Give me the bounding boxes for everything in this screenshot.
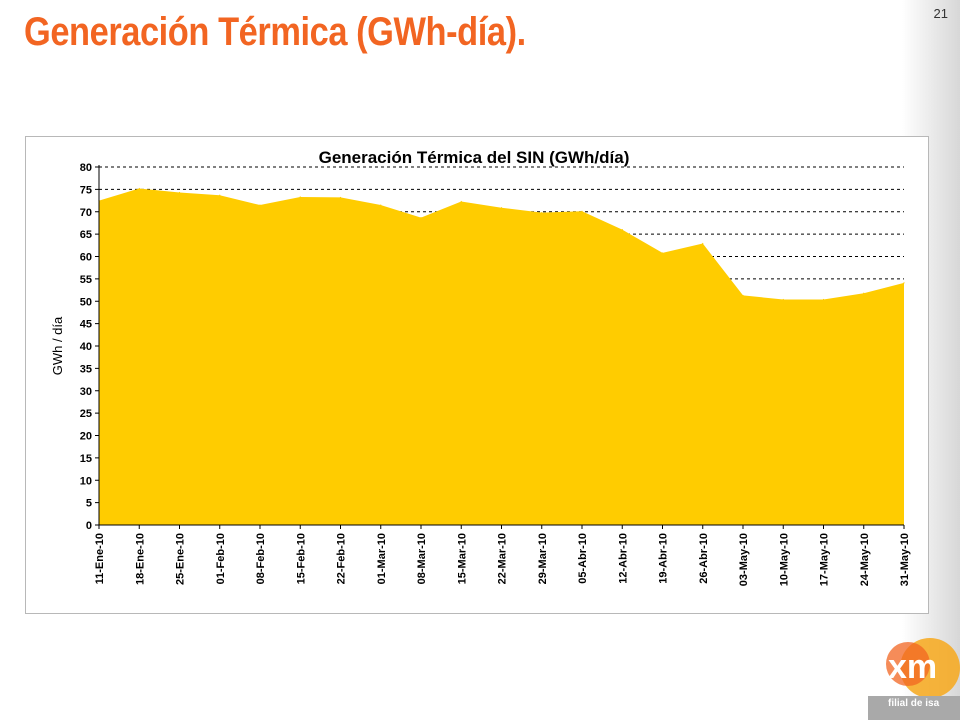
data-point-11 [541,212,543,214]
x-tick-labels: 11-Ene-10 18-Ene-10 25-Ene-10 01-Feb-10 08-F… [94,533,911,586]
x-tick-label-2: 25-Ene-10 [175,533,187,585]
axis-layer [95,165,905,529]
data-point-16 [742,294,744,297]
x-tick-label-14: 19-Abr-10 [658,533,670,584]
y-axis-label: GWh / día [50,316,65,375]
x-tick-label-3: 01-Feb-10 [215,533,227,584]
y-tick-label-25: 25 [80,408,92,420]
area-series [99,188,904,526]
data-point-2 [178,191,181,194]
logo-tagline: filial de isa [888,698,940,709]
x-tick-label-13: 12-Abr-10 [617,533,629,584]
y-tick-label-5: 5 [86,498,92,510]
data-point-10 [500,207,503,209]
data-point-3 [219,194,221,196]
y-tick-label-35: 35 [80,363,92,375]
x-tick-label-16: 03-May-10 [738,533,750,586]
data-point-20 [903,282,905,284]
data-point-7 [380,204,382,206]
x-tick-label-9: 15-Mar-10 [456,533,468,584]
y-tick-label-0: 0 [86,520,92,532]
chart-frame: 0 5 10 15 20 25 30 35 40 45 50 55 60 65 70 75 80 11-Ene-… [25,136,929,614]
data-point-6 [339,196,342,199]
x-tick-label-12: 05-Abr-10 [577,533,589,584]
y-tick-label-80: 80 [80,162,92,174]
x-tick-label-6: 22-Feb-10 [336,533,348,584]
page-number: 21 [933,6,948,21]
x-tick-label-0: 11-Ene-10 [94,533,106,584]
y-tick-label-75: 75 [80,184,92,196]
data-point-19 [863,292,865,294]
x-tick-label-8: 08-Mar-10 [416,533,428,584]
x-tick-label-15: 26-Abr-10 [698,533,710,584]
x-tick-label-11: 29-Mar-10 [537,533,549,584]
y-tick-label-10: 10 [80,475,92,487]
data-point-5 [299,196,301,198]
data-point-14 [661,252,664,254]
x-tick-label-4: 08-Feb-10 [255,533,267,584]
x-tick-label-5: 15-Feb-10 [295,533,307,584]
y-tick-label-20: 20 [80,431,92,443]
y-tick-label-50: 50 [80,296,92,308]
data-point-18 [822,298,825,301]
data-point-13 [621,229,623,231]
logo-text: xm [888,648,937,686]
y-tick-label-40: 40 [80,341,92,353]
y-tick-label-55: 55 [80,274,92,286]
area-layer [98,187,905,526]
data-point-17 [782,298,784,301]
data-point-8 [420,216,422,219]
slide-title: Generación Térmica (GWh-día). [24,10,526,54]
y-tick-label-60: 60 [80,252,92,264]
x-tick-label-20: 31-May-10 [899,533,911,586]
data-point-9 [460,200,462,203]
y-tick-label-65: 65 [80,229,92,241]
x-tick-label-7: 01-Mar-10 [376,533,388,584]
x-tick-label-10: 22-Mar-10 [497,533,509,584]
y-tick-label-30: 30 [80,386,92,398]
x-tick-label-19: 24-May-10 [859,533,871,586]
data-point-1 [138,187,140,190]
data-point-15 [702,242,704,245]
xm-logo: xm [868,634,960,720]
y-tick-label-15: 15 [80,453,92,465]
chart-svg: 0 5 10 15 20 25 30 35 40 45 50 55 60 65 70 75 80 11-Ene-… [50,148,911,586]
chart-title: Generación Térmica del SIN (GWh/día) [319,148,630,167]
x-tick-label-1: 18-Ene-10 [134,533,146,585]
y-tick-label-70: 70 [80,207,92,219]
data-point-12 [581,210,583,212]
data-point-4 [259,204,261,206]
y-tick-labels: 0 5 10 15 20 25 30 35 40 45 50 55 60 65 70 75 80 [80,162,92,532]
x-tick-label-17: 10-May-10 [778,533,790,586]
xm-logo-mark: xm [868,638,960,720]
x-tick-label-18: 17-May-10 [819,533,831,586]
y-tick-label-45: 45 [80,319,92,331]
